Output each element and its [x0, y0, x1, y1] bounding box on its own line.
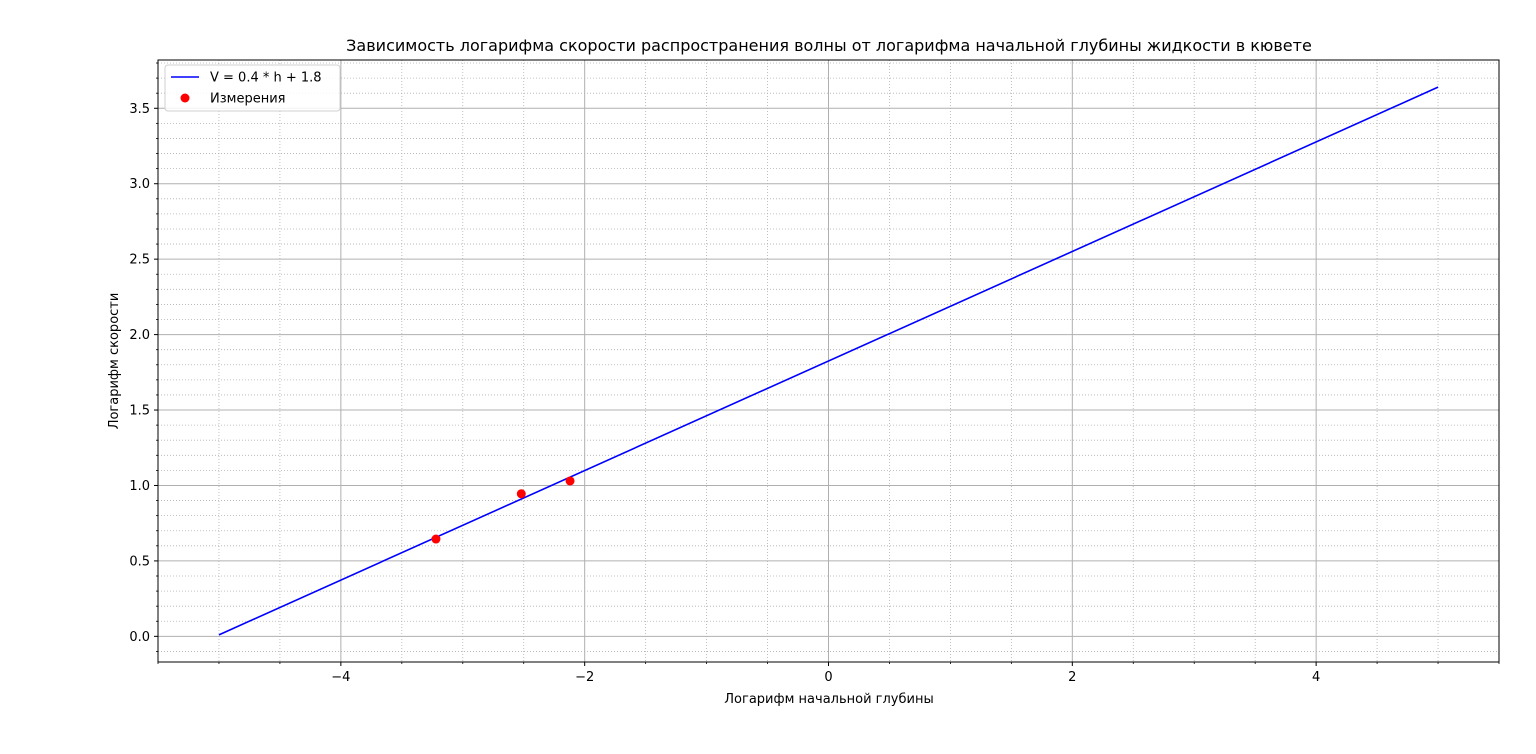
y-tick-label: 0.5 — [129, 554, 150, 569]
legend-box — [164, 64, 341, 112]
y-tick-label: 0.0 — [129, 630, 150, 645]
axis-ticks: −4 −2 0 2 4 0.0 0.5 1.0 1.5 2.0 2.5 3.0 3.5 — [129, 62, 1500, 685]
minor-grid — [157, 60, 1500, 662]
major-grid — [158, 60, 1499, 662]
chart-title: Зависимость логарифма скорости распростр… — [346, 36, 1312, 55]
measurement-point — [516, 489, 526, 499]
x-tick-label: 2 — [1068, 670, 1076, 685]
x-axis-label: Логарифм начальной глубины — [724, 692, 933, 707]
y-tick-label: 2.5 — [129, 253, 150, 268]
measurement-point — [431, 534, 441, 544]
y-tick-label: 3.0 — [129, 177, 150, 192]
y-axis-label: Логарифм скорости — [107, 293, 122, 430]
legend-entry-label: V = 0.4 * h + 1.8 — [210, 71, 322, 86]
fit-line — [218, 86, 1439, 636]
x-tick-label: 0 — [824, 670, 832, 685]
y-tick-label: 2.0 — [129, 328, 150, 343]
legend: V = 0.4 * h + 1.8 Измерения — [164, 64, 341, 112]
x-tick-label: 4 — [1312, 670, 1320, 685]
x-tick-label: −2 — [575, 670, 594, 685]
y-tick-label: 1.5 — [129, 404, 150, 419]
measurement-point — [565, 476, 575, 486]
legend-marker-swatch — [180, 93, 190, 103]
legend-entry-label: Измерения — [210, 92, 285, 107]
series-layer — [218, 86, 1439, 636]
y-tick-label: 3.5 — [129, 102, 150, 117]
x-tick-label: −4 — [331, 670, 350, 685]
y-tick-label: 1.0 — [129, 479, 150, 494]
